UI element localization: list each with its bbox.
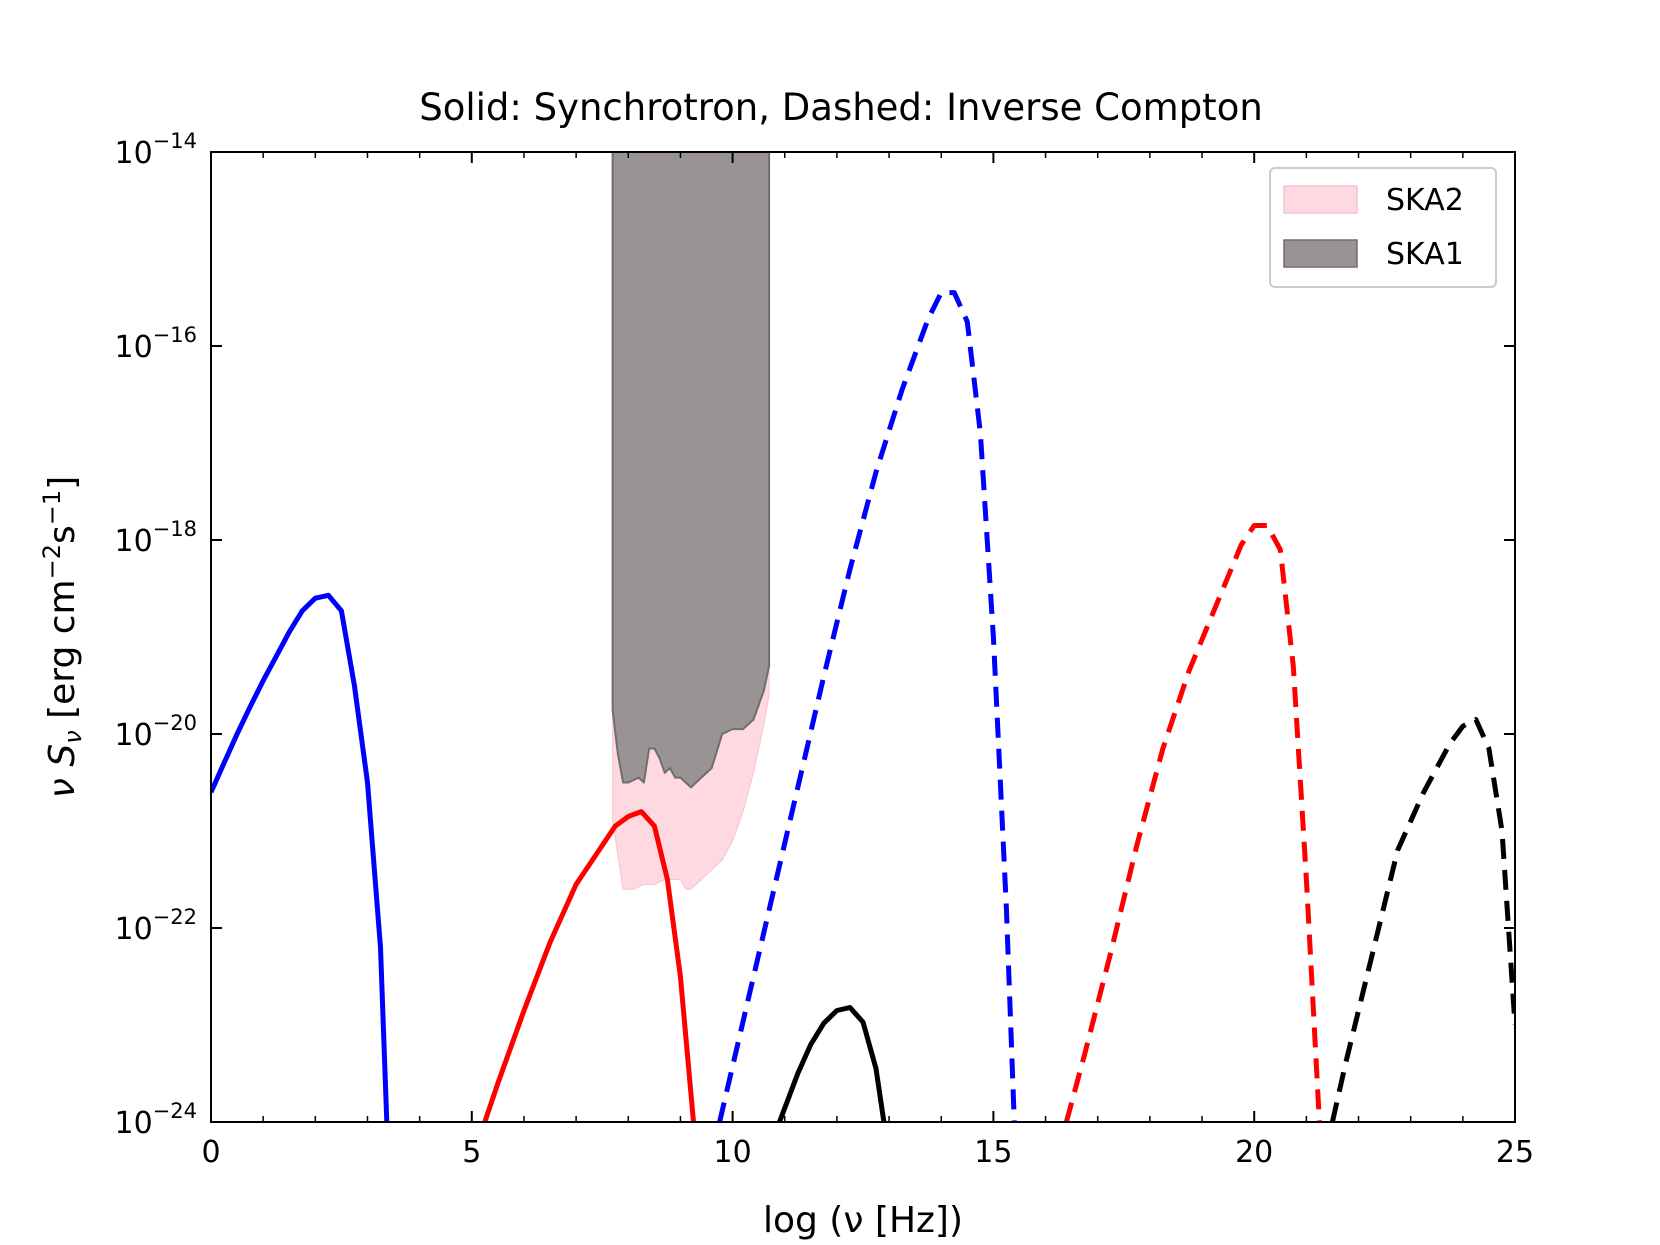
- y-tick-label: 10−16: [114, 323, 197, 365]
- y-label-subscript: ν: [59, 730, 87, 743]
- x-tick-label: 25: [1496, 1135, 1534, 1170]
- series-blue-synchrotron: [211, 592, 390, 1122]
- series-red-synchrotron: [482, 809, 696, 1122]
- y-label-space: [42, 767, 83, 778]
- x-tick-label: 0: [201, 1135, 220, 1170]
- x-tick-label: 15: [974, 1135, 1012, 1170]
- series-blue-inverse-compton: [717, 290, 1017, 1122]
- y-tick-label: 10−22: [114, 905, 197, 947]
- legend-label-ska2: SKA2: [1386, 183, 1464, 218]
- y-label-nu: ν: [42, 778, 83, 798]
- legend: SKA2 SKA1: [1269, 167, 1497, 288]
- x-tick-label: 5: [462, 1135, 481, 1170]
- y-axis-label: ν Sν [erg cm−2s−1]: [38, 476, 87, 798]
- x-tick-label: 20: [1235, 1135, 1273, 1170]
- y-label-units: [erg cm: [42, 579, 83, 730]
- x-axis-label: log (ν [Hz]): [763, 1200, 963, 1241]
- x-tick-label: 10: [714, 1135, 752, 1170]
- ticks-layer: 0 5 10 15 20 25 10−14 10−16 10−18 10−20 10−22 10−24: [114, 129, 1534, 1170]
- band-ska1: [611, 152, 771, 789]
- series-black-synchrotron: [777, 1005, 887, 1122]
- y-label-sec: s: [42, 525, 83, 544]
- legend-swatch-ska1: [1283, 239, 1358, 268]
- y-tick-label: 10−18: [114, 517, 197, 559]
- legend-swatch-ska2: [1283, 185, 1358, 214]
- plot-frame: [210, 151, 1516, 1123]
- y-tick-label: 10−24: [114, 1099, 197, 1141]
- y-tick-label: 10−14: [114, 129, 197, 171]
- y-label-exp2: −1: [38, 490, 66, 525]
- y-tick-label: 10−20: [114, 711, 197, 753]
- chart-title: Solid: Synchrotron, Dashed: Inverse Comp…: [419, 86, 1263, 129]
- y-label-exp1: −2: [38, 544, 66, 579]
- series-red-inverse-compton: [1063, 523, 1322, 1122]
- series-layer: [211, 290, 1515, 1122]
- legend-label-ska1: SKA1: [1386, 237, 1464, 272]
- y-label-s: S: [42, 744, 83, 767]
- series-black-inverse-compton: [1329, 717, 1515, 1122]
- plot-area: [211, 152, 1515, 1122]
- y-label-close: ]: [42, 476, 83, 490]
- bands-layer: [611, 152, 771, 890]
